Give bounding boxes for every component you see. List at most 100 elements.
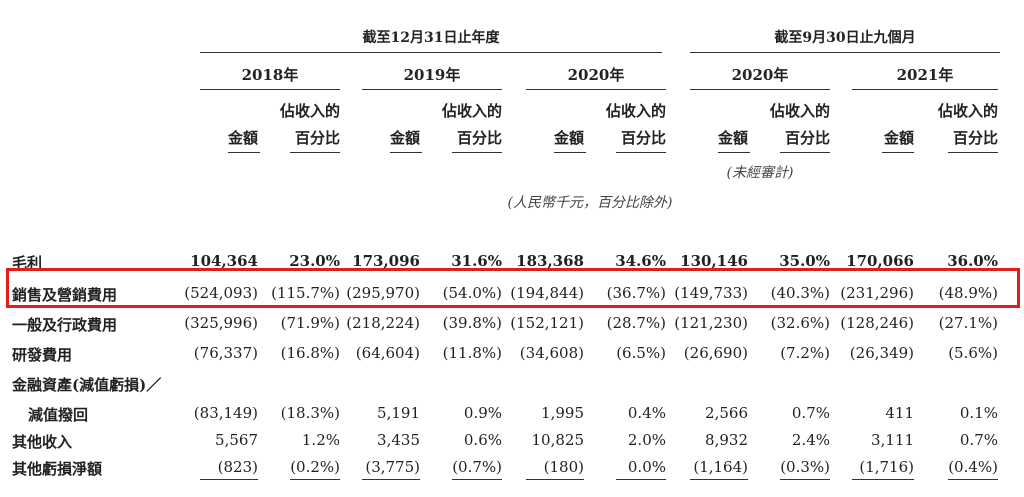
row-label: 一般及行政費用 [12,316,118,334]
amount-cell: 8,932 [705,431,748,449]
divider [690,52,1000,54]
percent-cell: 0.9% [463,404,502,422]
amount-cell: 183,368 [516,252,584,270]
amount-cell: (1,164) [693,458,748,476]
amount-cell: 3,111 [871,431,914,449]
year-header: 2020年 [567,66,625,84]
percent-cell: 0.6% [463,431,502,449]
divider [690,479,748,481]
amount-cell: (325,996) [184,314,258,332]
divider [780,479,830,481]
divider [526,89,666,91]
amount-cell: (180) [543,458,584,476]
percent-cell: 2.0% [627,431,666,449]
percent-cell: 0.4% [627,404,666,422]
percent-cell: 35.0% [779,252,830,270]
amount-cell: 130,146 [680,252,748,270]
percent-cell: 0.7% [959,431,998,449]
percent-cell: (27.1%) [938,314,998,332]
percent-cell: 0.0% [627,458,666,476]
amount-cell: 1,995 [541,404,584,422]
percent-cell: (18.3%) [280,404,340,422]
pct-header-line1: 佔收入的 [937,102,998,120]
divider [526,479,584,481]
percent-cell: (54.0%) [442,284,502,302]
divider [718,152,750,154]
amount-cell: 5,191 [377,404,420,422]
amount-header: 金額 [389,129,420,147]
divider [290,152,340,154]
divider [690,89,830,91]
percent-cell: (40.3%) [770,284,830,302]
percent-cell: 0.7% [791,404,830,422]
divider [616,152,666,154]
row-label-cont: 減值撥回 [28,406,89,424]
divider [452,152,502,154]
percent-cell: (7.2%) [780,344,830,362]
amount-cell: (218,224) [346,314,420,332]
divider [852,89,998,91]
amount-cell: (34,608) [519,344,584,362]
row-label: 毛利 [12,254,43,272]
amount-header: 金額 [717,129,748,147]
amount-header: 金額 [227,129,258,147]
amount-cell: 5,567 [215,431,258,449]
group-header-fiscal-year: 截至12月31日止年度 [362,30,500,46]
percent-cell: 0.1% [959,404,998,422]
percent-cell: (16.8%) [280,344,340,362]
amount-header: 金額 [883,129,914,147]
amount-cell: (26,349) [849,344,914,362]
year-header: 2019年 [403,66,461,84]
amount-cell: (823) [217,458,258,476]
amount-cell: (231,296) [840,284,914,302]
divider [200,479,258,481]
year-header: 2018年 [241,66,299,84]
divider [390,152,422,154]
percent-cell: (0.2%) [290,458,340,476]
amount-cell: 2,566 [705,404,748,422]
percent-cell: (115.7%) [271,284,340,302]
divider [948,479,998,481]
pct-header-line2: 百分比 [620,129,666,147]
percent-cell: (71.9%) [280,314,340,332]
percent-cell: (39.8%) [442,314,502,332]
pct-header-line1: 佔收入的 [769,102,830,120]
unit-note: (人民幣千元，百分比除外) [507,195,673,211]
row-label: 金融資產(減值虧損)／ [12,376,162,394]
divider [882,152,914,154]
amount-cell: 104,364 [190,252,258,270]
percent-cell: 34.6% [615,252,666,270]
row-label: 銷售及營銷費用 [12,286,118,304]
amount-cell: (1,716) [859,458,914,476]
divider [290,479,340,481]
group-header-nine-months: 截至9月30日止九個月 [774,30,916,46]
percent-cell: (36.7%) [606,284,666,302]
percent-cell: 36.0% [947,252,998,270]
divider [452,479,502,481]
percent-cell: (5.6%) [948,344,998,362]
amount-cell: (524,093) [184,284,258,302]
pct-header-line1: 佔收入的 [441,102,502,120]
percent-cell: (0.7%) [452,458,502,476]
year-header: 2020年 [731,66,789,84]
amount-header: 金額 [553,129,584,147]
amount-cell: 170,066 [846,252,914,270]
row-label: 其他虧損淨額 [12,460,103,478]
percent-cell: (28.7%) [606,314,666,332]
divider [362,479,420,481]
percent-cell: 1.2% [301,431,340,449]
percent-cell: (48.9%) [938,284,998,302]
amount-cell: (295,970) [346,284,420,302]
amount-cell: (121,230) [674,314,748,332]
unaudited-note: (未經審計) [726,165,794,181]
amount-cell: 173,096 [352,252,420,270]
divider [200,52,662,54]
divider [228,152,260,154]
row-label: 研發費用 [12,346,73,364]
year-header: 2021年 [896,66,954,84]
percent-cell: (6.5%) [616,344,666,362]
amount-cell: (83,149) [193,404,258,422]
percent-cell: (11.8%) [442,344,502,362]
amount-cell: (76,337) [193,344,258,362]
pct-header-line2: 百分比 [456,129,502,147]
